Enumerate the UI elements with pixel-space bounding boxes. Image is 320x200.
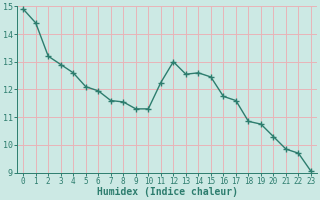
X-axis label: Humidex (Indice chaleur): Humidex (Indice chaleur) <box>97 187 237 197</box>
